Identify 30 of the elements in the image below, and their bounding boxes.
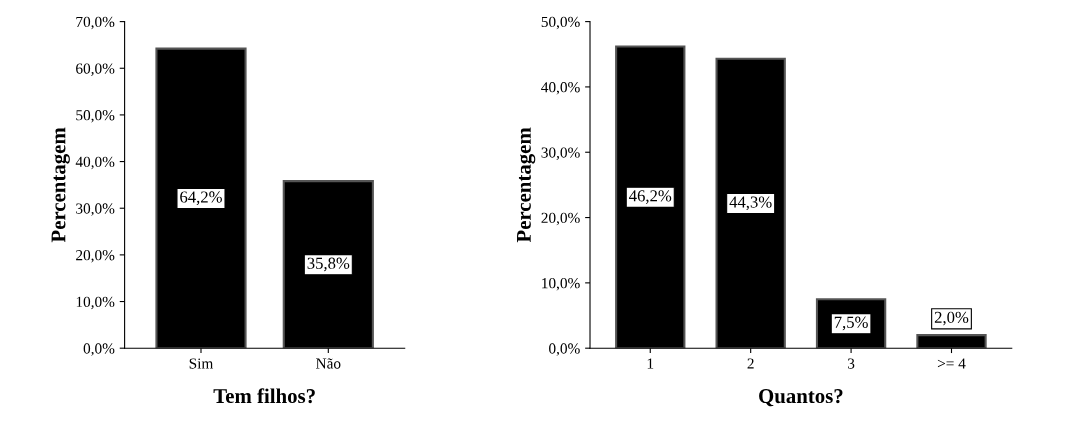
y-tick-label: 20,0% (76, 250, 115, 263)
y-tick-label: 10,0% (76, 296, 115, 310)
y-tick-label: 40,0% (75, 156, 115, 170)
y-tick-label: 40,0% (541, 82, 580, 95)
y-tick-label: 0,0% (83, 343, 115, 356)
y-axis-title: Percentagem (517, 127, 536, 243)
y-tick-label: 20,0% (541, 212, 580, 226)
data-label: 35,8% (307, 257, 350, 272)
x-tick-label: 3 (848, 358, 855, 369)
data-label: 46,2% (629, 190, 672, 204)
x-tick-label: 2 (747, 358, 754, 369)
y-tick-label: 70,0% (76, 16, 115, 30)
y-tick-label: 50,0% (76, 110, 115, 123)
x-tick-label: Sim (189, 358, 214, 369)
x-axis-title: Tem filhos? (213, 388, 315, 404)
data-label: 64,2% (180, 191, 222, 205)
y-tick-label: 60,0% (76, 63, 115, 76)
data-label: 7,5% (834, 316, 868, 331)
y-tick-label: 0,0% (549, 343, 580, 356)
data-label: 44,3% (729, 196, 772, 211)
x-tick-label: Não (316, 358, 341, 369)
x-axis-title: Quantos? (759, 389, 843, 407)
y-tick-label: 10,0% (542, 278, 580, 291)
y-tick-label: 30,0% (76, 203, 115, 216)
x-tick-label: >= 4 (937, 358, 966, 369)
y-tick-label: 50,0% (541, 16, 580, 30)
data-label: 2,0% (934, 311, 969, 326)
y-axis-title: Percentagem (51, 127, 70, 243)
y-tick-label: 30,0% (541, 147, 580, 160)
x-tick-label: 1 (647, 358, 654, 369)
